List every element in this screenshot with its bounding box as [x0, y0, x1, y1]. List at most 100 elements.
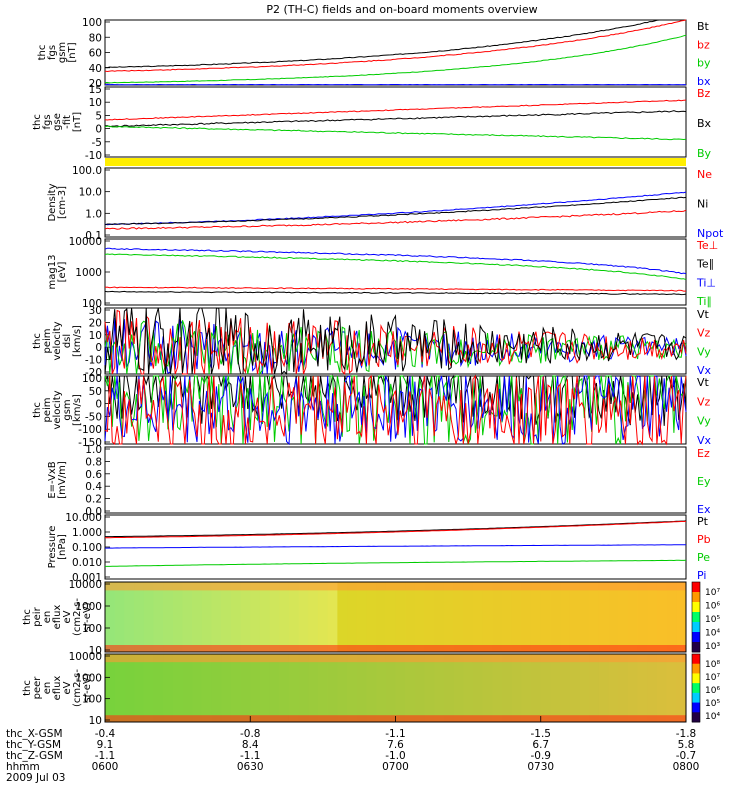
- legend-red: Ne: [697, 168, 712, 181]
- x-tick-label-t: 0730: [527, 761, 554, 773]
- legend-red: Pb: [697, 533, 711, 546]
- y-tick-label: 0.8: [85, 456, 102, 468]
- colorbar-segment: [692, 654, 700, 665]
- y-tick-label: 10: [89, 715, 102, 727]
- y-tick-label: 0.100: [72, 542, 102, 554]
- panel-density: 100.0 10.0 1.0 0.1 Density[cm-3] Ne Ni Npot: [47, 165, 724, 242]
- y-axis-label-line: sr-eV): [82, 602, 93, 631]
- spectrogram-column: [259, 654, 271, 722]
- series-line-Vy: [104, 320, 687, 376]
- spectrogram-column: [511, 654, 522, 722]
- colorbar-tick-label: 10⁵: [705, 699, 720, 709]
- spectrogram-column: [376, 654, 387, 722]
- x-tick-label-x: -0.4: [95, 728, 116, 740]
- x-axis: -0.49.1-1.10600-0.88.4-1.10630-1.17.6-1.…: [6, 716, 699, 784]
- spectrogram-column: [201, 654, 213, 722]
- y-tick-label: 0.4: [85, 481, 102, 493]
- y-tick-label: 10: [89, 645, 102, 657]
- y-tick-label: -150: [78, 437, 102, 449]
- y-tick-label: 0.2: [85, 494, 102, 506]
- y-axis-label-line: [nPa]: [57, 534, 68, 560]
- spectrogram-column: [492, 654, 503, 722]
- spectrogram-column: [676, 582, 687, 652]
- spectrogram-column: [327, 654, 338, 722]
- y-axis-label-line: fgs: [42, 114, 53, 129]
- y-axis-label: thcpeirenefluxeV(cm2-s-sr-eV): [22, 598, 93, 636]
- y-axis-label: E=-VxB[mV/m]: [47, 461, 68, 499]
- spectrogram-column: [279, 582, 290, 652]
- colorbar-frame: [691, 581, 701, 653]
- y-axis-label-line: thc: [37, 45, 48, 61]
- spectrogram-column: [356, 654, 367, 722]
- spectrogram-column: [201, 582, 213, 652]
- spectrogram-column: [385, 654, 396, 722]
- spectrogram-column: [550, 654, 561, 722]
- spectrogram-column: [337, 582, 348, 652]
- spectrogram-column: [521, 654, 532, 722]
- spectrogram-column: [637, 582, 648, 652]
- series-line-Vx: [104, 375, 687, 446]
- y-axis-label-line: gsm: [57, 42, 68, 63]
- panel-peer: 10⁸ 10⁷ 10⁶ 10⁵ 10⁴ 10000 1000 100 10 thcpeerenef…: [22, 651, 720, 727]
- spectrogram-column: [589, 654, 600, 722]
- spectrogram-column: [221, 582, 232, 652]
- colorbar-frame: [691, 653, 701, 723]
- y-axis-label-line: peim: [42, 397, 53, 422]
- y-axis-label-line: peim: [42, 328, 53, 353]
- y-axis-label: thcfgsgse-fit[nT]: [32, 112, 83, 132]
- spectrogram-column: [598, 654, 610, 722]
- y-tick-label: 20: [89, 317, 102, 329]
- y-axis-label-line: thc: [32, 114, 43, 130]
- series-line-bz: [104, 19, 687, 73]
- y-axis-label-line: fgs: [47, 45, 58, 60]
- spectrogram-column: [114, 582, 125, 652]
- colorbar-segment: [692, 712, 700, 723]
- series-line-Bz: [104, 99, 687, 121]
- spectrogram-column: [163, 582, 174, 652]
- colorbar-segment: [692, 602, 700, 613]
- spectrogram-column: [666, 582, 677, 652]
- y-tick-label: 0.010: [72, 557, 102, 569]
- y-tick-label: 10: [89, 97, 102, 109]
- y-tick-label: 20: [89, 78, 102, 90]
- spectrogram-column: [240, 582, 251, 652]
- spectrogram-column: [540, 582, 551, 652]
- spectrogram-band-top: [105, 654, 686, 663]
- legend-green: Vy: [697, 345, 711, 358]
- spectrogram-column: [608, 654, 619, 722]
- y-tick-label: 100: [82, 623, 102, 635]
- spectrogram-column: [250, 582, 261, 652]
- legend-blue: Ti⊥: [696, 276, 716, 289]
- y-axis-label: thcpeimvelocitydsl[km/s]: [32, 321, 83, 360]
- series-line-Pt: [105, 520, 687, 538]
- legend-black: Ni: [697, 198, 708, 211]
- spectrogram-column: [288, 582, 300, 652]
- spectrogram-column: [230, 582, 242, 652]
- y-axis-label: thcpeimvelocitygsm[km/s]: [32, 390, 83, 429]
- quality-flag-bar: [105, 158, 686, 166]
- y-tick-label: 10000: [69, 236, 102, 248]
- legend-green: Ti∥: [696, 295, 712, 308]
- x-tick-label-t: 0700: [382, 761, 409, 773]
- y-axis-label-line: peer: [32, 676, 43, 700]
- y-tick-label: 1.0: [85, 208, 102, 220]
- series-line-Vz: [104, 374, 687, 446]
- spectrogram-column: [221, 654, 232, 722]
- spectrogram-column: [414, 582, 426, 652]
- panel-frame: [104, 86, 687, 158]
- x-row-label: hhmm: [6, 761, 40, 773]
- spectrogram-column: [598, 582, 610, 652]
- spectrogram-column: [414, 654, 426, 722]
- series-line-Te∥: [104, 290, 687, 296]
- spectrogram-column: [356, 582, 367, 652]
- spectrogram-column: [463, 582, 474, 652]
- y-tick-label: -100: [78, 424, 102, 436]
- series-line-By: [104, 125, 687, 141]
- spectrogram-band-bottom: [105, 645, 686, 652]
- x-tick-label-y: 5.8: [678, 739, 695, 751]
- y-axis-label-line: [eV]: [57, 262, 68, 283]
- y-tick-label: 0.6: [85, 469, 102, 481]
- spectrogram-column: [627, 654, 639, 722]
- y-axis-label-line: eV: [62, 681, 73, 694]
